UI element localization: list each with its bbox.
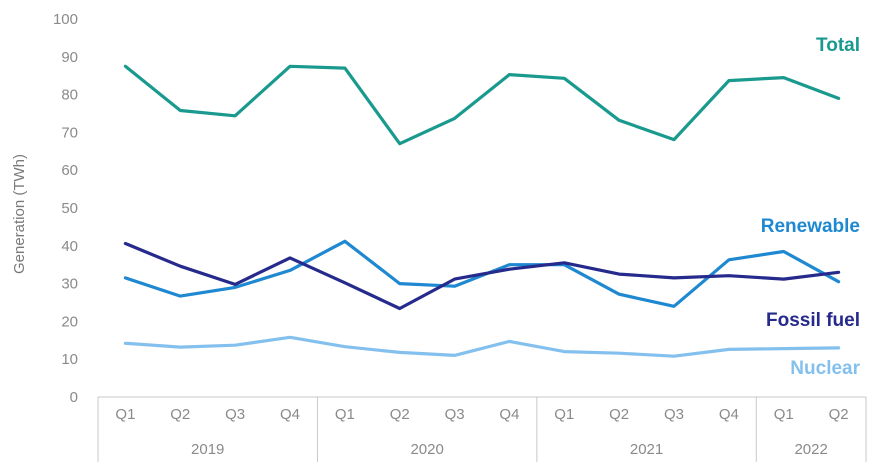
- x-group-label: 2022: [794, 441, 827, 458]
- x-group-label: 2019: [191, 441, 224, 458]
- x-tick-label: Q3: [664, 406, 684, 423]
- x-axis-labels: Q1 Q2 Q3 Q4 Q1 Q2 Q3 Q4 Q1 Q2 Q3 Q4 Q1 Q2 2019 2020 2021…: [115, 406, 848, 458]
- axes: [97, 396, 867, 462]
- x-tick-label: Q1: [554, 406, 574, 423]
- y-tick-label: 80: [61, 87, 78, 104]
- x-tick-label: Q2: [390, 406, 410, 423]
- x-tick-label: Q2: [609, 406, 629, 423]
- series-line-total: [123, 64, 841, 146]
- x-tick-label: Q1: [774, 406, 794, 423]
- series-line-fossil-fuel: [123, 241, 841, 311]
- y-axis-ticks: 0 10 20 30 40 50 60 70 80 90 100: [53, 11, 78, 406]
- series-line-nuclear: [123, 335, 841, 358]
- y-tick-label: 90: [61, 49, 78, 66]
- x-tick-label: Q2: [170, 406, 190, 423]
- x-tick-label: Q3: [225, 406, 245, 423]
- y-tick-label: 0: [70, 389, 78, 406]
- x-tick-label: Q1: [115, 406, 135, 423]
- y-tick-label: 100: [53, 11, 78, 28]
- y-tick-label: 40: [61, 238, 78, 255]
- y-tick-label: 10: [61, 351, 78, 368]
- x-group-label: 2021: [630, 441, 663, 458]
- series-labels: Total Renewable Fossil fuel Nuclear: [761, 35, 861, 379]
- x-tick-label: Q4: [719, 406, 739, 423]
- y-tick-label: 30: [61, 276, 78, 293]
- series-label-nuclear: Nuclear: [790, 358, 860, 379]
- x-tick-label: Q4: [280, 406, 300, 423]
- y-tick-label: 50: [61, 200, 78, 217]
- x-tick-label: Q3: [445, 406, 465, 423]
- series-lines: [123, 64, 841, 358]
- series-label-fossil-fuel: Fossil fuel: [766, 310, 860, 331]
- y-tick-label: 60: [61, 162, 78, 179]
- x-group-label: 2020: [410, 441, 443, 458]
- x-tick-label: Q1: [335, 406, 355, 423]
- x-tick-label: Q4: [499, 406, 519, 423]
- y-axis-label: Generation (TWh): [11, 154, 28, 274]
- series-label-total: Total: [816, 35, 860, 56]
- y-tick-label: 70: [61, 124, 78, 141]
- series-label-renewable: Renewable: [761, 216, 860, 237]
- x-tick-label: Q2: [829, 406, 849, 423]
- y-tick-label: 20: [61, 313, 78, 330]
